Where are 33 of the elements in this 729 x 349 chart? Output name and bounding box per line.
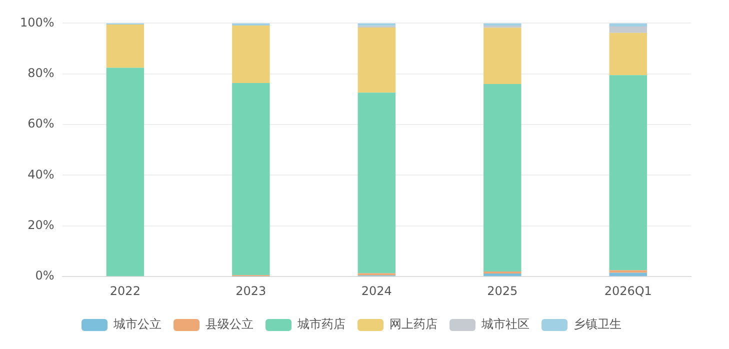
y-tick-label: 20%	[28, 218, 54, 232]
legend-label: 城市社区	[480, 317, 530, 332]
bar	[232, 25, 270, 84]
bar	[358, 92, 396, 274]
legend-label: 城市药店	[296, 317, 346, 332]
bar	[609, 75, 647, 270]
bar	[609, 270, 647, 273]
y-tick-label: 100%	[20, 15, 54, 30]
x-tick-label: 2025	[487, 284, 518, 298]
bar	[609, 26, 647, 33]
y-tick-label: 60%	[28, 116, 54, 131]
x-tick-label: 2026Q1	[604, 284, 652, 298]
bar	[609, 32, 647, 76]
bar	[106, 24, 144, 68]
bar	[484, 28, 522, 84]
bar	[484, 274, 522, 276]
legend-label: 县级公立	[206, 317, 254, 332]
y-tick-label: 0%	[35, 268, 54, 283]
bar	[609, 23, 647, 26]
x-tick-label: 2024	[361, 284, 392, 298]
bar	[232, 83, 270, 276]
bar	[609, 272, 647, 276]
legend-label: 乡镇卫生	[574, 317, 622, 332]
legend-label: 网上药店	[390, 317, 438, 332]
bar	[106, 68, 144, 276]
bar	[358, 28, 396, 93]
x-tick-label: 2023	[236, 284, 266, 298]
legend-label: 城市公立	[112, 317, 162, 332]
bar	[484, 25, 522, 28]
x-tick-label: 2022	[110, 284, 140, 298]
bar	[484, 84, 522, 272]
y-tick-label: 80%	[28, 66, 54, 80]
y-tick-label: 40%	[28, 167, 54, 182]
